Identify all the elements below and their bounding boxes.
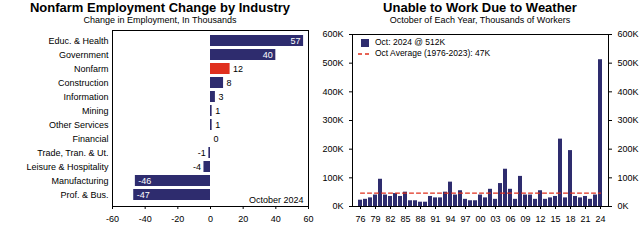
svg-text:91: 91 bbox=[430, 214, 440, 224]
svg-text:400K: 400K bbox=[618, 87, 639, 97]
svg-text:09: 09 bbox=[520, 214, 530, 224]
svg-text:300K: 300K bbox=[322, 115, 343, 125]
svg-text:8: 8 bbox=[227, 78, 232, 88]
svg-text:60: 60 bbox=[303, 214, 313, 224]
html-text:Unable to Work Due to Weather: Unable to Work Due to Weather bbox=[383, 0, 577, 15]
html-text:October of Each Year, Thousand: October of Each Year, Thousands of Worke… bbox=[389, 15, 571, 25]
svg-text:Construction: Construction bbox=[58, 78, 109, 88]
svg-text:-40: -40 bbox=[139, 214, 152, 224]
svg-text:200K: 200K bbox=[322, 144, 343, 154]
svg-text:-60: -60 bbox=[106, 214, 119, 224]
svg-text:06: 06 bbox=[505, 214, 515, 224]
svg-text:Other Services: Other Services bbox=[49, 120, 109, 130]
svg-text:Educ. & Health: Educ. & Health bbox=[48, 36, 108, 46]
svg-text:Information: Information bbox=[63, 92, 108, 102]
svg-text:Manufacturing: Manufacturing bbox=[51, 176, 108, 186]
svg-text:500K: 500K bbox=[322, 58, 343, 68]
svg-text:00: 00 bbox=[475, 214, 485, 224]
svg-text:500K: 500K bbox=[618, 58, 639, 68]
html-text:Nonfarm Employment Change by I: Nonfarm Employment Change by Industry bbox=[30, 0, 290, 15]
svg-text:Leisure & Hospitality: Leisure & Hospitality bbox=[26, 162, 109, 172]
svg-text:03: 03 bbox=[490, 214, 500, 224]
svg-text:40: 40 bbox=[271, 214, 281, 224]
svg-text:18: 18 bbox=[565, 214, 575, 224]
svg-text:1: 1 bbox=[215, 120, 220, 130]
svg-text:20: 20 bbox=[238, 214, 248, 224]
svg-text:Financial: Financial bbox=[72, 134, 108, 144]
svg-text:0K: 0K bbox=[332, 201, 343, 211]
svg-text:Nonfarm: Nonfarm bbox=[74, 64, 109, 74]
svg-text:15: 15 bbox=[550, 214, 560, 224]
html-text:Oct Average (1976-2023): 47K: Oct Average (1976-2023): 47K bbox=[375, 48, 491, 58]
svg-text:-46: -46 bbox=[138, 176, 151, 186]
svg-text:400K: 400K bbox=[322, 87, 343, 97]
svg-text:-4: -4 bbox=[193, 162, 201, 172]
svg-text:600K: 600K bbox=[322, 29, 343, 39]
html-text:Oct: 2024 @ 512K: Oct: 2024 @ 512K bbox=[375, 37, 446, 47]
svg-text:300K: 300K bbox=[618, 115, 639, 125]
svg-text:0: 0 bbox=[208, 214, 213, 224]
svg-text:-47: -47 bbox=[137, 190, 150, 200]
svg-text:12: 12 bbox=[535, 214, 545, 224]
svg-text:88: 88 bbox=[415, 214, 425, 224]
svg-text:0K: 0K bbox=[618, 201, 629, 211]
svg-text:0: 0 bbox=[214, 134, 219, 144]
svg-text:21: 21 bbox=[580, 214, 590, 224]
svg-text:85: 85 bbox=[400, 214, 410, 224]
svg-text:-1: -1 bbox=[198, 148, 206, 158]
svg-text:76: 76 bbox=[355, 214, 365, 224]
svg-text:82: 82 bbox=[385, 214, 395, 224]
svg-text:3: 3 bbox=[218, 92, 223, 102]
svg-text:12: 12 bbox=[233, 64, 243, 74]
svg-text:1: 1 bbox=[215, 106, 220, 116]
html-text:Change in Employment, In Thous: Change in Employment, In Thousands bbox=[83, 15, 237, 25]
svg-text:94: 94 bbox=[445, 214, 455, 224]
svg-text:200K: 200K bbox=[618, 144, 639, 154]
svg-text:600K: 600K bbox=[618, 29, 639, 39]
svg-text:Prof. & Bus.: Prof. & Bus. bbox=[60, 190, 108, 200]
svg-text:100K: 100K bbox=[618, 173, 639, 183]
svg-text:57: 57 bbox=[291, 36, 301, 46]
svg-text:Mining: Mining bbox=[82, 106, 109, 116]
svg-text:-20: -20 bbox=[171, 214, 184, 224]
svg-text:79: 79 bbox=[370, 214, 380, 224]
svg-text:24: 24 bbox=[595, 214, 605, 224]
svg-text:October 2024: October 2024 bbox=[249, 195, 304, 205]
svg-text:97: 97 bbox=[460, 214, 470, 224]
svg-text:40: 40 bbox=[263, 50, 273, 60]
svg-text:Trade, Tran. & Ut.: Trade, Tran. & Ut. bbox=[37, 148, 108, 158]
svg-text:100K: 100K bbox=[322, 173, 343, 183]
svg-text:Government: Government bbox=[59, 50, 109, 60]
